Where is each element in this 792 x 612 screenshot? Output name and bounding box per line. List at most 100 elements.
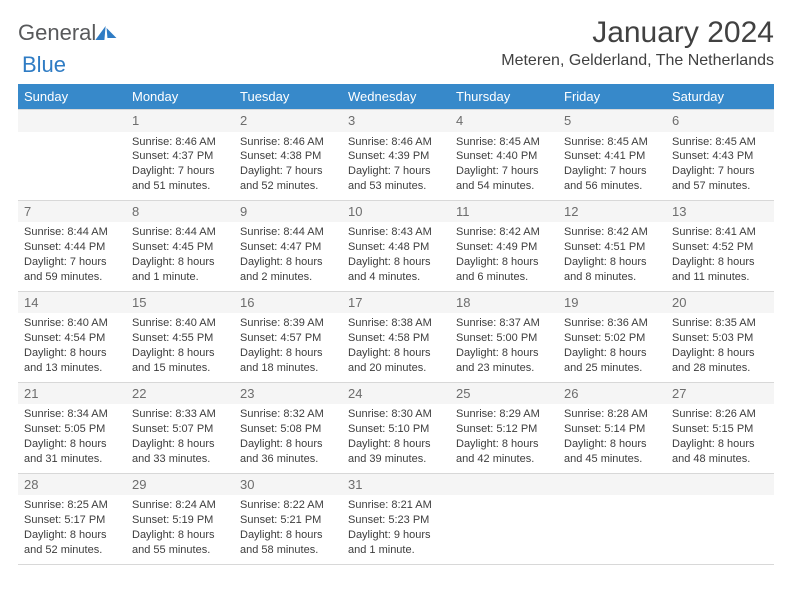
daylight-line: Daylight: 8 hours and 55 minutes. bbox=[132, 528, 228, 558]
day-number: 2 bbox=[240, 113, 247, 128]
weekday-header: Thursday bbox=[450, 84, 558, 110]
daylight-line: Daylight: 8 hours and 6 minutes. bbox=[456, 255, 552, 285]
weekday-header: Sunday bbox=[18, 84, 126, 110]
day-number-cell: 24 bbox=[342, 382, 450, 404]
day-number: 12 bbox=[564, 204, 578, 219]
sunrise-line: Sunrise: 8:33 AM bbox=[132, 407, 228, 422]
daylight-line: Daylight: 8 hours and 33 minutes. bbox=[132, 437, 228, 467]
sunset-line: Sunset: 4:43 PM bbox=[672, 149, 768, 164]
day-number: 3 bbox=[348, 113, 355, 128]
day-number-cell: 20 bbox=[666, 291, 774, 313]
daylight-line: Daylight: 8 hours and 31 minutes. bbox=[24, 437, 120, 467]
sunset-line: Sunset: 4:38 PM bbox=[240, 149, 336, 164]
sunrise-line: Sunrise: 8:45 AM bbox=[456, 135, 552, 150]
day-info-row: Sunrise: 8:34 AMSunset: 5:05 PMDaylight:… bbox=[18, 404, 774, 473]
day-number-cell: 30 bbox=[234, 473, 342, 495]
sunset-line: Sunset: 4:52 PM bbox=[672, 240, 768, 255]
sunset-line: Sunset: 5:19 PM bbox=[132, 513, 228, 528]
sunset-line: Sunset: 5:07 PM bbox=[132, 422, 228, 437]
day-info-cell: Sunrise: 8:25 AMSunset: 5:17 PMDaylight:… bbox=[18, 495, 126, 564]
day-number-cell: 6 bbox=[666, 110, 774, 132]
daylight-line: Daylight: 8 hours and 28 minutes. bbox=[672, 346, 768, 376]
sunset-line: Sunset: 5:17 PM bbox=[24, 513, 120, 528]
sunset-line: Sunset: 5:23 PM bbox=[348, 513, 444, 528]
sunset-line: Sunset: 4:37 PM bbox=[132, 149, 228, 164]
sunset-line: Sunset: 5:21 PM bbox=[240, 513, 336, 528]
sunrise-line: Sunrise: 8:44 AM bbox=[240, 225, 336, 240]
day-number: 20 bbox=[672, 295, 686, 310]
day-number-cell: 15 bbox=[126, 291, 234, 313]
day-info-cell: Sunrise: 8:42 AMSunset: 4:51 PMDaylight:… bbox=[558, 222, 666, 291]
daylight-line: Daylight: 8 hours and 48 minutes. bbox=[672, 437, 768, 467]
sunrise-line: Sunrise: 8:43 AM bbox=[348, 225, 444, 240]
logo-word1: General bbox=[18, 20, 96, 46]
sunset-line: Sunset: 5:10 PM bbox=[348, 422, 444, 437]
sunrise-line: Sunrise: 8:44 AM bbox=[24, 225, 120, 240]
day-info-cell: Sunrise: 8:43 AMSunset: 4:48 PMDaylight:… bbox=[342, 222, 450, 291]
day-number-cell: 17 bbox=[342, 291, 450, 313]
daylight-line: Daylight: 8 hours and 11 minutes. bbox=[672, 255, 768, 285]
sunrise-line: Sunrise: 8:42 AM bbox=[456, 225, 552, 240]
daylight-line: Daylight: 8 hours and 52 minutes. bbox=[24, 528, 120, 558]
day-info-cell bbox=[558, 495, 666, 564]
day-number-cell bbox=[18, 110, 126, 132]
day-number-cell bbox=[558, 473, 666, 495]
day-number-row: 123456 bbox=[18, 110, 774, 132]
day-number: 15 bbox=[132, 295, 146, 310]
sunrise-line: Sunrise: 8:24 AM bbox=[132, 498, 228, 513]
day-number: 4 bbox=[456, 113, 463, 128]
day-number: 10 bbox=[348, 204, 362, 219]
day-number-cell: 10 bbox=[342, 200, 450, 222]
day-number-cell: 16 bbox=[234, 291, 342, 313]
day-number-row: 14151617181920 bbox=[18, 291, 774, 313]
sunrise-line: Sunrise: 8:29 AM bbox=[456, 407, 552, 422]
logo-triangle-icon bbox=[96, 26, 106, 40]
sunrise-line: Sunrise: 8:32 AM bbox=[240, 407, 336, 422]
day-info-cell: Sunrise: 8:39 AMSunset: 4:57 PMDaylight:… bbox=[234, 313, 342, 382]
sunset-line: Sunset: 5:00 PM bbox=[456, 331, 552, 346]
day-info-cell: Sunrise: 8:26 AMSunset: 5:15 PMDaylight:… bbox=[666, 404, 774, 473]
day-info-cell: Sunrise: 8:28 AMSunset: 5:14 PMDaylight:… bbox=[558, 404, 666, 473]
sunset-line: Sunset: 4:45 PM bbox=[132, 240, 228, 255]
sunset-line: Sunset: 5:03 PM bbox=[672, 331, 768, 346]
day-number-cell: 29 bbox=[126, 473, 234, 495]
day-number-cell: 18 bbox=[450, 291, 558, 313]
sunset-line: Sunset: 4:47 PM bbox=[240, 240, 336, 255]
sunrise-line: Sunrise: 8:26 AM bbox=[672, 407, 768, 422]
day-info-row: Sunrise: 8:25 AMSunset: 5:17 PMDaylight:… bbox=[18, 495, 774, 564]
sunrise-line: Sunrise: 8:22 AM bbox=[240, 498, 336, 513]
sunrise-line: Sunrise: 8:40 AM bbox=[132, 316, 228, 331]
day-info-cell: Sunrise: 8:46 AMSunset: 4:39 PMDaylight:… bbox=[342, 132, 450, 201]
daylight-line: Daylight: 8 hours and 2 minutes. bbox=[240, 255, 336, 285]
sunset-line: Sunset: 5:15 PM bbox=[672, 422, 768, 437]
sunrise-line: Sunrise: 8:45 AM bbox=[564, 135, 660, 150]
daylight-line: Daylight: 8 hours and 42 minutes. bbox=[456, 437, 552, 467]
daylight-line: Daylight: 8 hours and 36 minutes. bbox=[240, 437, 336, 467]
day-info-cell: Sunrise: 8:38 AMSunset: 4:58 PMDaylight:… bbox=[342, 313, 450, 382]
day-info-cell: Sunrise: 8:22 AMSunset: 5:21 PMDaylight:… bbox=[234, 495, 342, 564]
weekday-header: Saturday bbox=[666, 84, 774, 110]
calendar-table: Sunday Monday Tuesday Wednesday Thursday… bbox=[18, 84, 774, 565]
title-block: January 2024 Meteren, Gelderland, The Ne… bbox=[501, 16, 774, 70]
day-info-cell: Sunrise: 8:42 AMSunset: 4:49 PMDaylight:… bbox=[450, 222, 558, 291]
sunset-line: Sunset: 4:41 PM bbox=[564, 149, 660, 164]
daylight-line: Daylight: 8 hours and 23 minutes. bbox=[456, 346, 552, 376]
day-number-cell: 28 bbox=[18, 473, 126, 495]
daylight-line: Daylight: 7 hours and 54 minutes. bbox=[456, 164, 552, 194]
day-info-cell: Sunrise: 8:45 AMSunset: 4:40 PMDaylight:… bbox=[450, 132, 558, 201]
day-info-cell: Sunrise: 8:30 AMSunset: 5:10 PMDaylight:… bbox=[342, 404, 450, 473]
day-number-cell bbox=[450, 473, 558, 495]
sunrise-line: Sunrise: 8:46 AM bbox=[348, 135, 444, 150]
day-info-cell: Sunrise: 8:41 AMSunset: 4:52 PMDaylight:… bbox=[666, 222, 774, 291]
daylight-line: Daylight: 8 hours and 45 minutes. bbox=[564, 437, 660, 467]
day-number: 22 bbox=[132, 386, 146, 401]
day-number: 23 bbox=[240, 386, 254, 401]
day-info-cell bbox=[450, 495, 558, 564]
sunrise-line: Sunrise: 8:35 AM bbox=[672, 316, 768, 331]
day-number-cell: 2 bbox=[234, 110, 342, 132]
sunrise-line: Sunrise: 8:42 AM bbox=[564, 225, 660, 240]
day-number: 27 bbox=[672, 386, 686, 401]
day-number: 26 bbox=[564, 386, 578, 401]
sunrise-line: Sunrise: 8:39 AM bbox=[240, 316, 336, 331]
month-title: January 2024 bbox=[501, 16, 774, 50]
